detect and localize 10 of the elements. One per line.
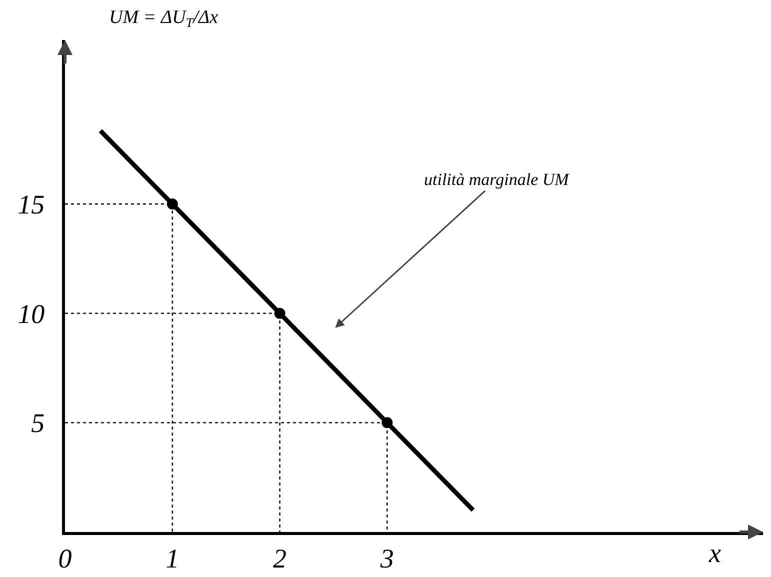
y-tick-label: 15 [18,189,45,220]
y-tick-label: 5 [31,408,45,438]
annotation: utilità marginale UM [424,170,570,189]
x-tick-label: 2 [273,543,287,574]
x-tick-label: 0 [58,543,72,574]
x-axis-title: x [708,538,721,568]
x-tick-label: 1 [166,543,180,574]
y-axis-title: UM = ΔU$_{T}$/Δx [109,7,219,30]
y-tick-label: 10 [18,298,46,329]
x-tick-label: 3 [379,543,394,574]
